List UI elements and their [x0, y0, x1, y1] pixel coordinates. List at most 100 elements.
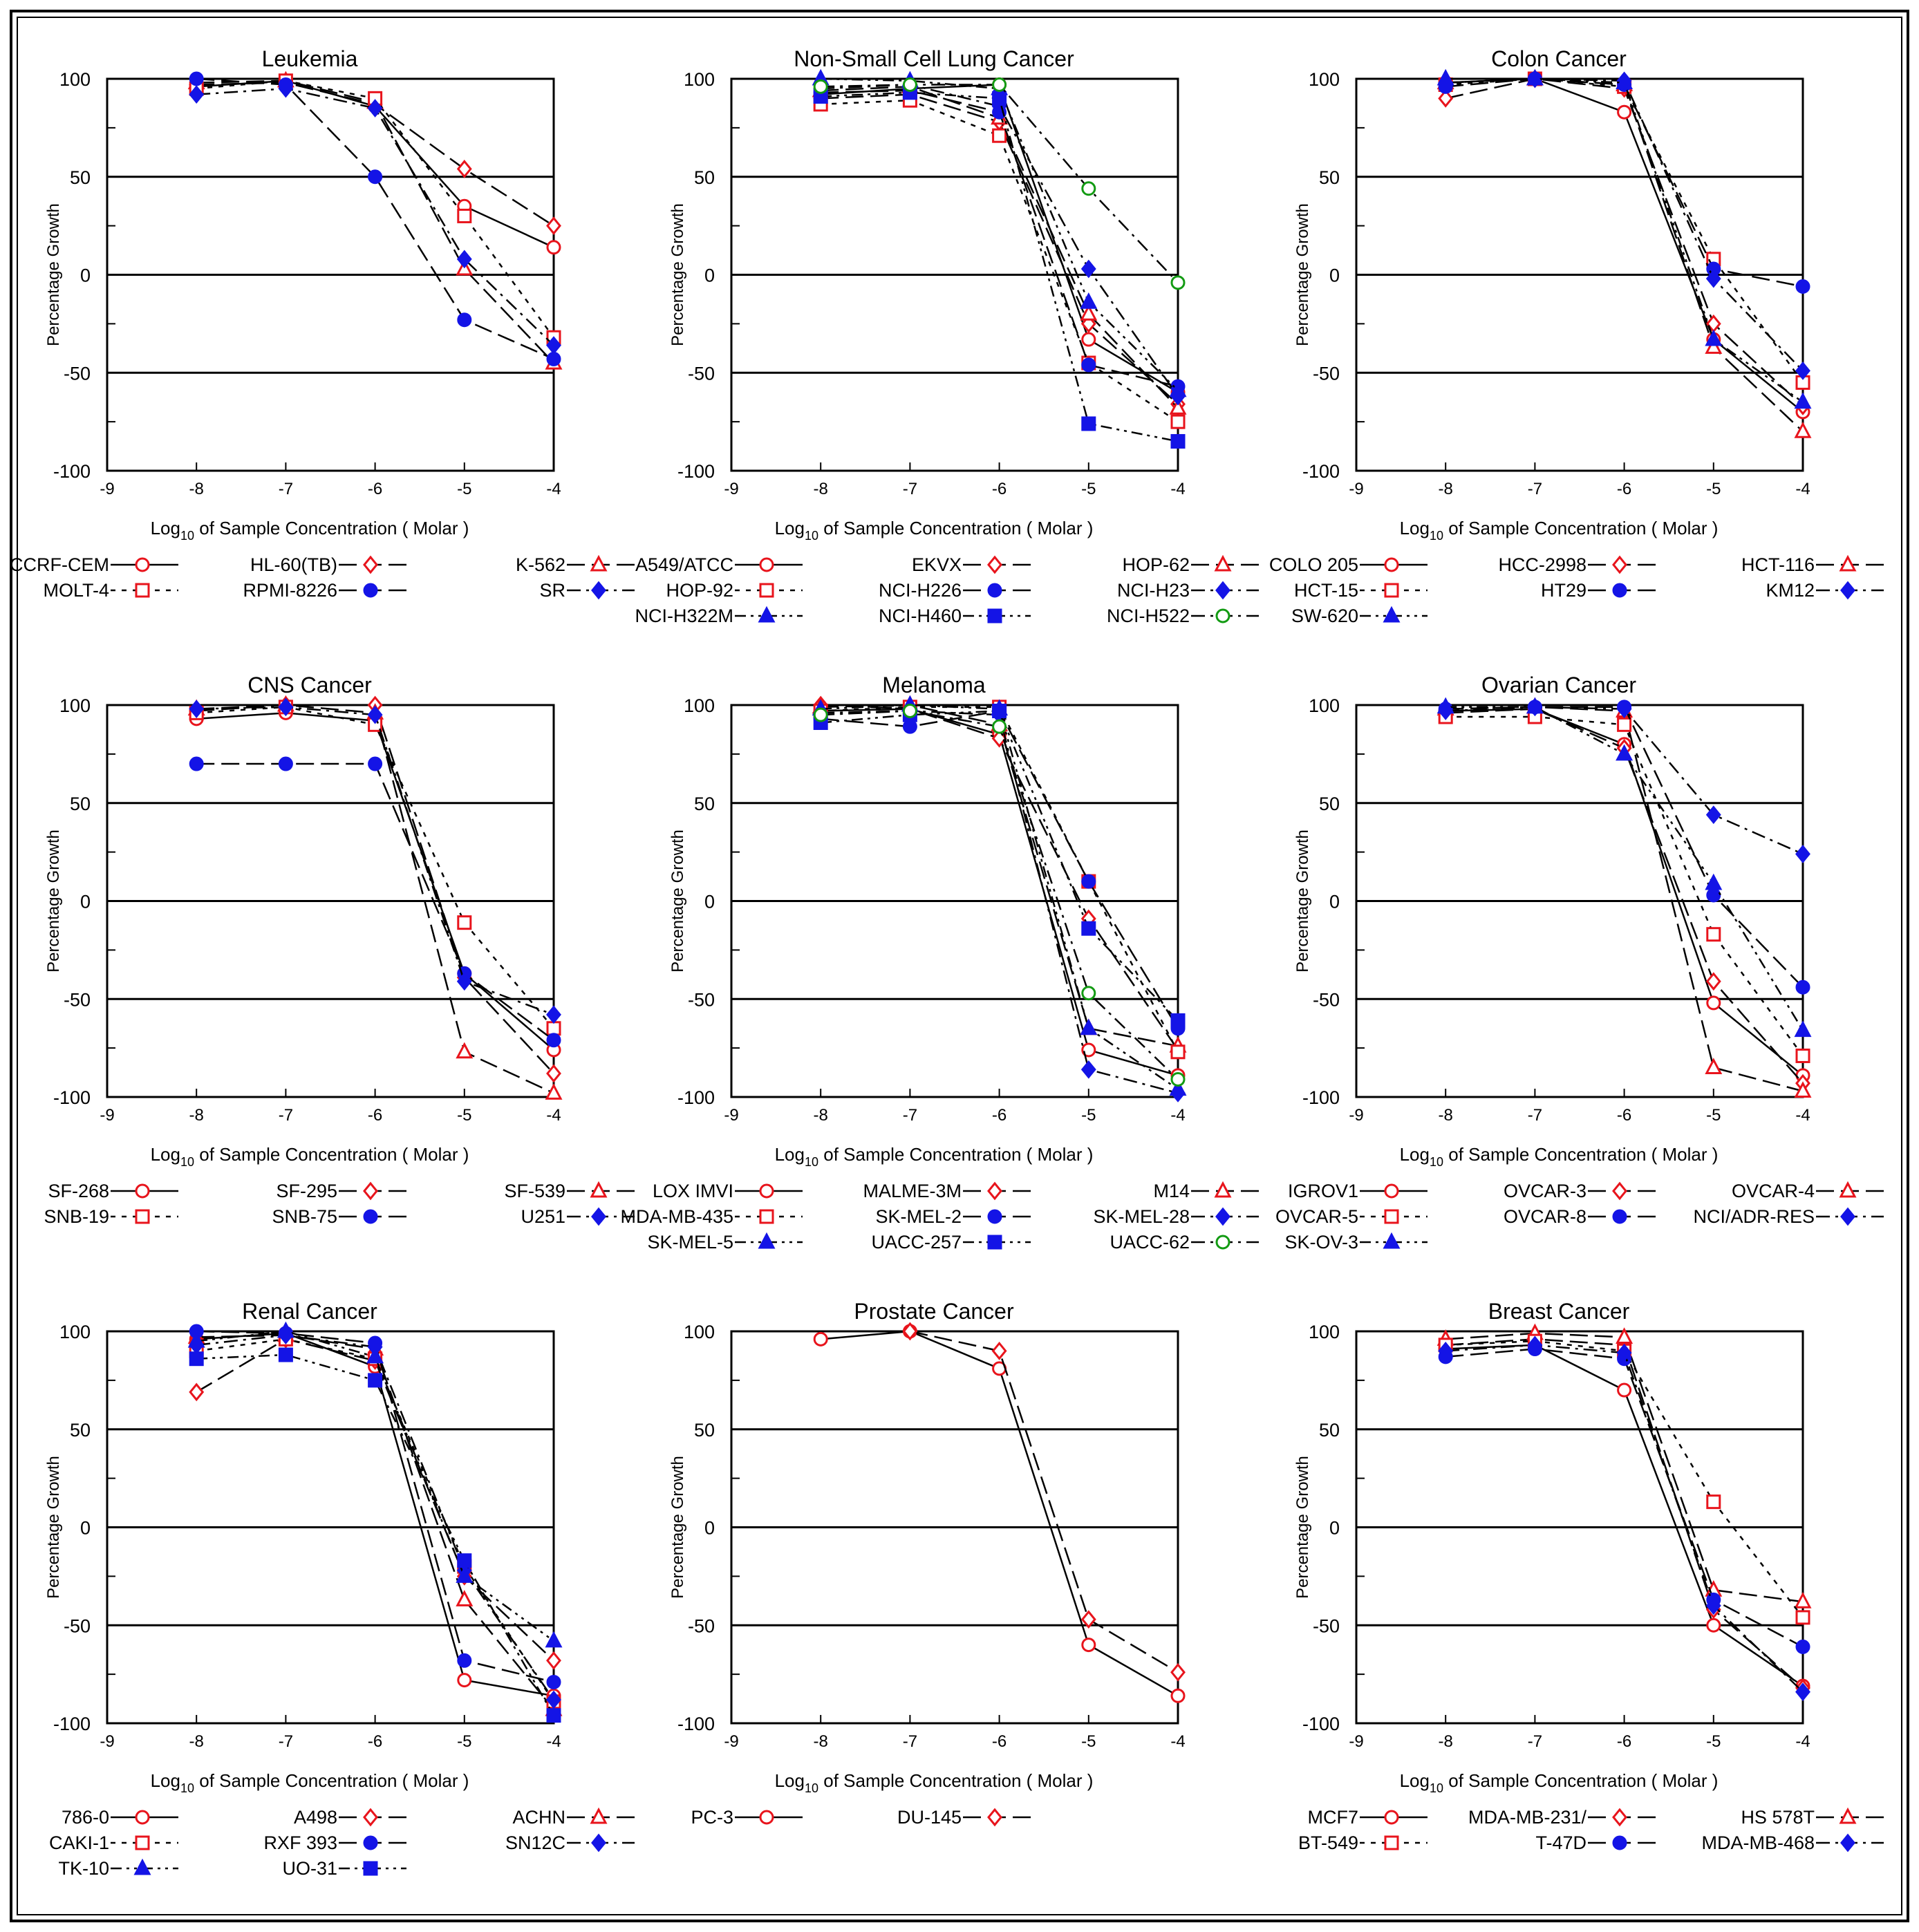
legend-label-sf-268: SF-268 — [48, 1181, 109, 1201]
y-tick-label-breast-cancer: 100 — [1309, 1322, 1340, 1342]
series-line-hs-578t — [1445, 1332, 1804, 1603]
x-axis-label-leukemia: Log10 of Sample Concentration ( Molar ) — [151, 518, 469, 543]
series-lox-imvi — [813, 702, 1186, 1083]
legend-label-snb-75: SNB-75 — [272, 1206, 337, 1227]
legend-label-tk-10: TK-10 — [58, 1858, 109, 1879]
series-line-sk-mel-5 — [821, 704, 1179, 1090]
legend-label-sr: SR — [539, 580, 565, 601]
legend-entry-uo-31: UO-31 — [282, 1858, 406, 1879]
data-point-sf-295 — [546, 1064, 561, 1083]
legend-marker-t-47d — [1612, 1835, 1627, 1850]
data-point-pc-3 — [1081, 1638, 1096, 1653]
series-line-igrov1 — [1445, 708, 1804, 1076]
series-hs-578t — [1436, 1323, 1812, 1609]
legend-entry-caki-1: CAKI-1 — [49, 1832, 178, 1853]
data-point-nci-adr-res — [1705, 805, 1721, 825]
panel-ovarian-cancer: Ovarian Cancer 100 50 0 -50 -100 -9 -8 -7 -6 -5 -4 P… — [1275, 673, 1884, 1253]
legend-label-ekvx: EKVX — [912, 554, 962, 575]
data-point-hs-578t — [1616, 1327, 1634, 1344]
series-line-u251 — [196, 706, 554, 1016]
legend-label-nci-adr-res: NCI/ADR-RES — [1693, 1206, 1815, 1227]
series-line-ovcar-4 — [1445, 706, 1804, 1092]
x-tick-label-melanoma: -7 — [903, 1106, 917, 1125]
x-tick-label-breast-cancer: -6 — [1617, 1732, 1631, 1751]
legend-entry-sr: SR — [539, 580, 635, 601]
legend-entry-mda-mb-468: MDA-MB-468 — [1701, 1832, 1884, 1853]
y-axis-label-renal-cancer: Percentage Growth — [44, 1456, 63, 1599]
x-tick-label-non-small-cell-lung-cancer: -6 — [992, 480, 1007, 498]
legend-label-uacc-62: UACC-62 — [1110, 1232, 1190, 1253]
data-point-u251 — [367, 705, 383, 724]
legend-label-sk-mel-5: SK-MEL-5 — [647, 1232, 733, 1253]
y-tick-label-ovarian-cancer: -50 — [1313, 989, 1340, 1010]
data-point-uacc-257 — [1081, 921, 1096, 936]
legend-entry-mcf7: MCF7 — [1308, 1807, 1427, 1828]
y-axis-label-melanoma: Percentage Growth — [668, 829, 687, 973]
legend-marker-mda-mb-468 — [1840, 1833, 1855, 1853]
x-tick-label-colon-cancer: -7 — [1528, 480, 1542, 498]
chart-title-prostate-cancer: Prostate Cancer — [854, 1299, 1014, 1324]
chart-title-breast-cancer: Breast Cancer — [1488, 1299, 1630, 1324]
y-tick-label-colon-cancer: 50 — [1319, 167, 1340, 188]
legend-entry-nci-adr-res: NCI/ADR-RES — [1693, 1206, 1884, 1227]
legend-marker-786-0 — [135, 1810, 150, 1825]
x-tick-label-non-small-cell-lung-cancer: -7 — [903, 480, 917, 498]
data-point-sw-620 — [1616, 73, 1634, 90]
data-point-molt-4 — [457, 208, 472, 223]
data-point-u251 — [189, 700, 205, 719]
legend-entry-nci-h522: NCI-H522 — [1107, 606, 1259, 626]
legend-entry-uacc-62: UACC-62 — [1110, 1232, 1259, 1253]
legend-label-m14: M14 — [1153, 1181, 1190, 1201]
data-point-hop-62 — [1080, 303, 1098, 321]
legend-entry-igrov1: IGROV1 — [1288, 1181, 1427, 1201]
data-point-tk-10 — [366, 1347, 384, 1364]
x-tick-label-melanoma: -6 — [992, 1106, 1007, 1125]
figure-outer-border — [10, 10, 1909, 1922]
x-tick-label-melanoma: -5 — [1081, 1106, 1096, 1125]
data-point-ht29 — [1795, 279, 1810, 294]
series-line-nci-h322m — [821, 77, 1179, 391]
legend-marker-sf-268 — [135, 1183, 150, 1199]
legend-marker-du-145 — [987, 1808, 1002, 1827]
legend-label-sk-mel-2: SK-MEL-2 — [875, 1206, 962, 1227]
x-tick-label-melanoma: -4 — [1170, 1106, 1185, 1125]
legend-label-achn: ACHN — [512, 1807, 565, 1828]
data-point-du-145 — [1080, 1610, 1096, 1629]
legend-label-nci-h460: NCI-H460 — [879, 606, 962, 626]
data-point-ovcar-5 — [1706, 927, 1721, 942]
x-axis-label-cns-cancer: Log10 of Sample Concentration ( Molar ) — [151, 1144, 469, 1169]
legend-label-sk-ov-3: SK-OV-3 — [1284, 1232, 1358, 1253]
data-point-mda-mb-435 — [1170, 1044, 1186, 1060]
legend-marker-tk-10 — [133, 1858, 151, 1875]
series-line-molt-4 — [196, 79, 555, 338]
series-sk-ov-3 — [1436, 697, 1812, 1038]
y-tick-label-colon-cancer: -100 — [1302, 461, 1340, 482]
legend-label-hcc-2998: HCC-2998 — [1498, 554, 1586, 575]
legend-entry-sf-295: SF-295 — [276, 1181, 406, 1201]
series-line-786-0 — [196, 1332, 554, 1697]
y-tick-label-non-small-cell-lung-cancer: -100 — [677, 461, 715, 482]
series-line-sr — [196, 87, 554, 346]
x-tick-label-breast-cancer: -9 — [1349, 1732, 1363, 1751]
legend-label-ovcar-5: OVCAR-5 — [1275, 1206, 1358, 1227]
legend-entry-t-47d: T-47D — [1535, 1832, 1656, 1853]
data-point-du-145 — [902, 1322, 918, 1341]
series-sr — [189, 79, 561, 355]
series-hop-92 — [813, 93, 1186, 429]
legend-marker-sr — [591, 581, 606, 600]
legend-label-hs-578t: HS 578T — [1741, 1807, 1815, 1828]
data-point-ovcar-5 — [1795, 1048, 1810, 1063]
data-point-km12 — [1705, 269, 1721, 288]
series-hcc-2998 — [1438, 69, 1810, 415]
data-point-hl-60-tb — [546, 216, 561, 235]
series-line-mda-mb-435 — [821, 706, 1179, 1053]
x-tick-label-leukemia: -9 — [100, 480, 114, 498]
data-point-mcf7 — [1706, 1617, 1721, 1633]
legend-label-hct-116: HCT-116 — [1741, 554, 1815, 575]
legend-label-bt-549: BT-549 — [1298, 1832, 1358, 1853]
y-tick-label-cns-cancer: 100 — [59, 695, 91, 716]
series-line-hct-15 — [1445, 77, 1804, 384]
data-point-sw-620 — [1794, 392, 1812, 409]
series-uacc-257 — [813, 704, 1186, 1028]
figure-inner-border — [17, 17, 1902, 1915]
